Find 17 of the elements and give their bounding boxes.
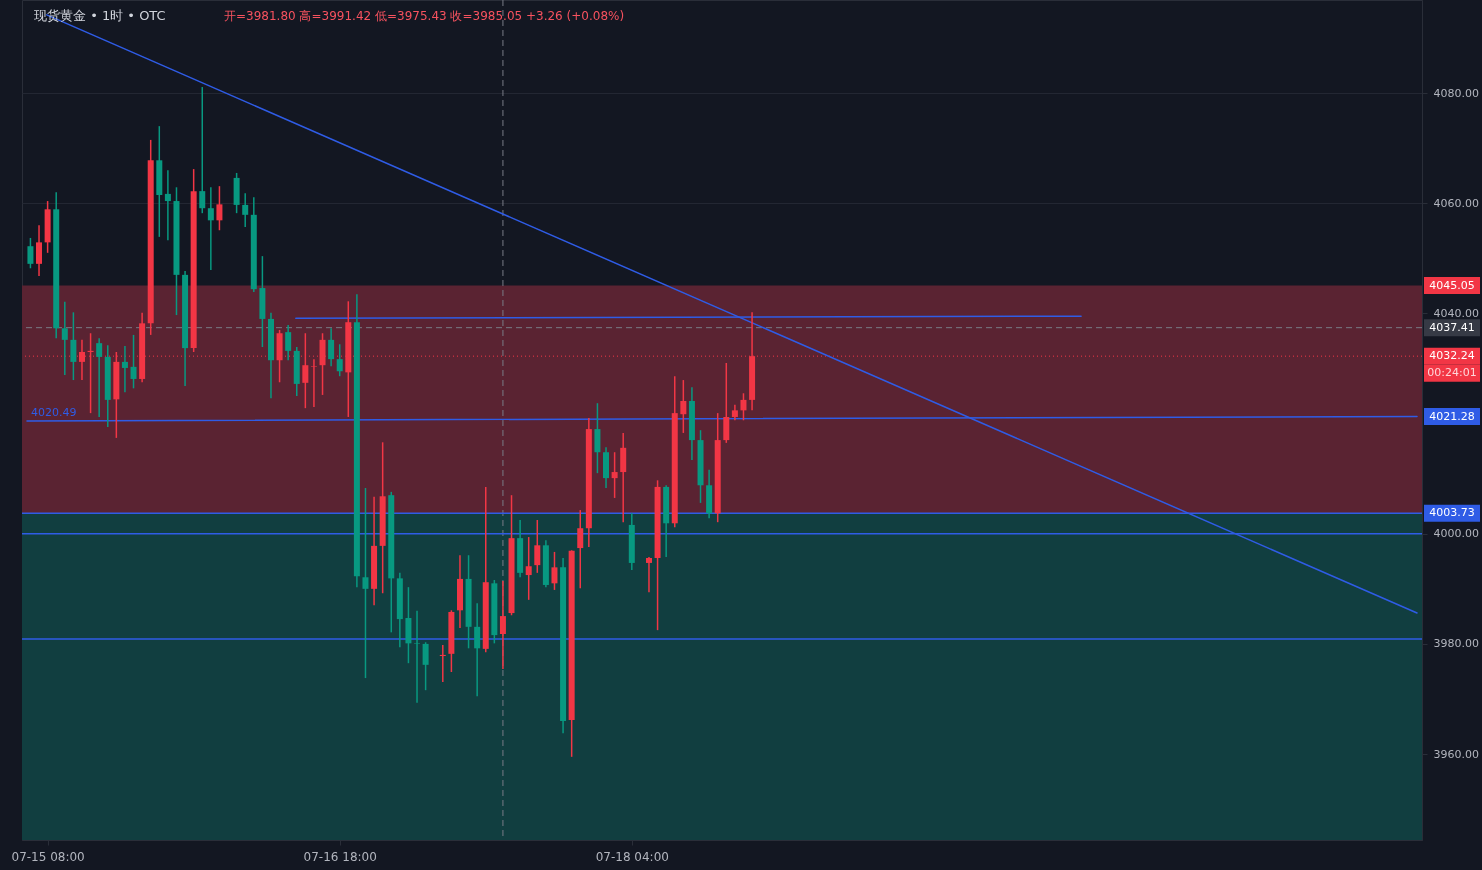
y-tick-label: 4040.00 (1433, 306, 1479, 320)
y-tick-label: 4080.00 (1433, 86, 1479, 100)
text: 00:24:01 (1427, 366, 1477, 380)
ref-line-label: 4032.24 (1429, 349, 1475, 363)
x-tick-label: 07-15 08:00 (11, 849, 85, 864)
y-tick-label: 4000.00 (1433, 527, 1479, 541)
y-tick-label: 3980.00 (1433, 637, 1479, 651)
band-label: 4045.05 (1429, 278, 1475, 292)
y-tick-label: 4060.00 (1433, 196, 1479, 210)
data-label: 4021.28 (1429, 409, 1475, 423)
data-label: 4020.49 (31, 405, 77, 419)
y-tick-label: 3960.00 (1433, 747, 1479, 761)
text: 开=3981.80 高=3991.42 低=3975.43 收=3985.05 +3.26 (+0.08%) (224, 9, 625, 23)
x-tick-label: 07-18 04:00 (595, 849, 669, 864)
x-tick-label: 07-16 18:00 (303, 849, 377, 864)
ref-line-label: 4003.73 (1429, 506, 1475, 520)
ref-line-label: 4037.41 (1429, 320, 1475, 334)
